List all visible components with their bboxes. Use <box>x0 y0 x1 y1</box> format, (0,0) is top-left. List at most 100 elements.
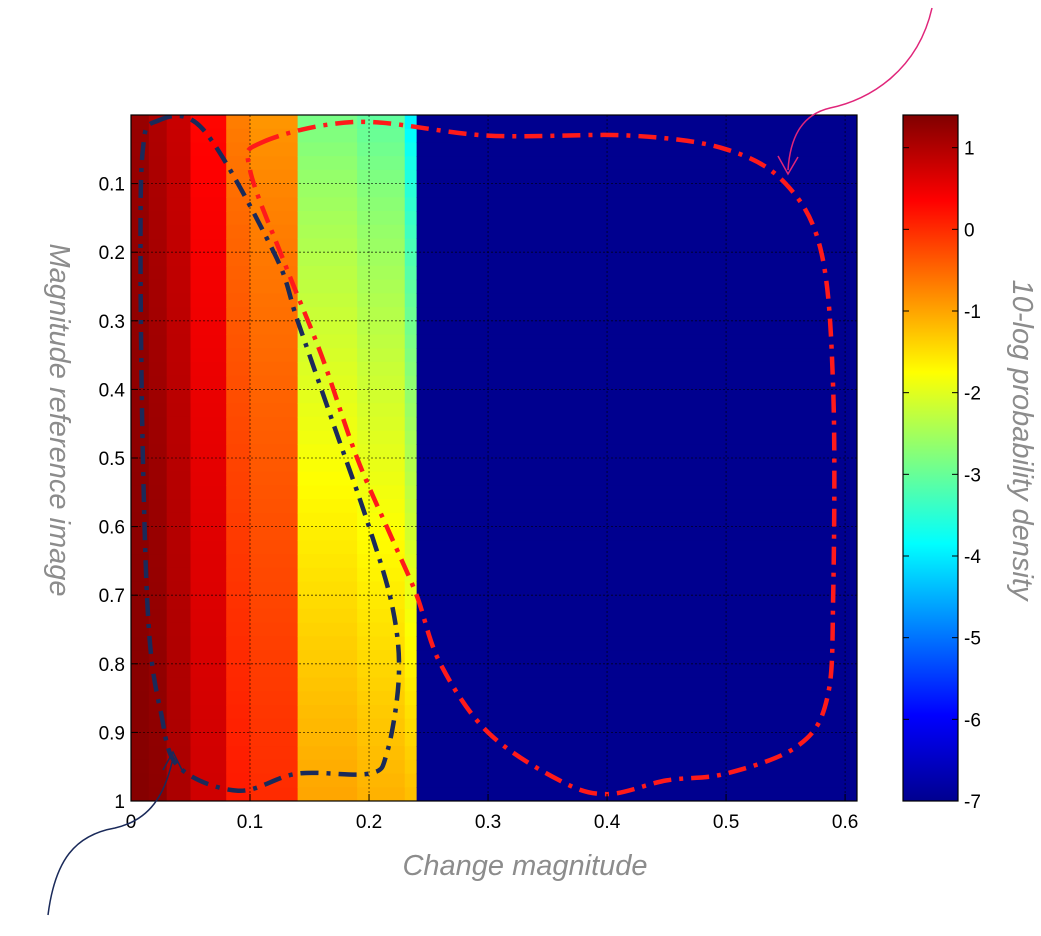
heatmap-cell <box>166 128 192 144</box>
heatmap-cell <box>190 759 227 775</box>
heatmap-cell <box>226 389 251 404</box>
heatmap-cell <box>250 265 299 281</box>
heatmap-cell <box>148 526 168 541</box>
heatmap-cell <box>357 691 406 706</box>
heatmap-cell <box>190 650 227 665</box>
x-tick-label: 0.4 <box>594 812 621 833</box>
heatmap-cell <box>166 115 192 130</box>
heatmap-cell <box>357 224 406 240</box>
heatmap-cell <box>404 622 418 637</box>
heatmap-cell <box>416 416 857 432</box>
heatmap-cell <box>404 773 418 788</box>
heatmap-cell <box>297 636 358 651</box>
heatmap-cell <box>166 348 192 363</box>
heatmap-cell <box>250 663 299 679</box>
heatmap-cell <box>404 444 418 459</box>
heatmap-cell <box>226 348 251 363</box>
heatmap-cell <box>190 334 227 349</box>
heatmap-cell <box>166 416 192 432</box>
heatmap-cell <box>131 430 150 445</box>
heatmap-cell <box>404 156 418 171</box>
y-tick-label: 0.7 <box>99 586 125 607</box>
heatmap-cell <box>131 787 150 801</box>
heatmap-cell <box>131 444 150 459</box>
heatmap-cell <box>404 691 418 706</box>
heatmap-cell <box>190 128 227 144</box>
heatmap-cell <box>148 279 168 294</box>
y-axis-label: Magnitude reference image <box>43 243 75 596</box>
heatmap-cell <box>226 252 251 267</box>
heatmap-cell <box>226 512 251 528</box>
heatmap-cell <box>131 361 150 377</box>
colorbar-tick-label: -6 <box>964 710 981 731</box>
heatmap-cell <box>416 677 857 692</box>
heatmap-cell <box>404 307 418 322</box>
heatmap-cell <box>190 224 227 240</box>
heatmap-cell <box>297 595 358 610</box>
heatmap-cell <box>250 320 299 336</box>
heatmap-cell <box>190 416 227 432</box>
heatmap-cell <box>226 211 251 226</box>
heatmap-cell <box>148 403 168 418</box>
heatmap-cell <box>148 554 168 569</box>
heatmap-cell <box>297 348 358 363</box>
heatmap-cell <box>226 142 251 157</box>
y-tick-label: 0.1 <box>99 175 125 196</box>
heatmap-cell <box>404 293 418 308</box>
heatmap-cell <box>166 526 192 541</box>
x-tick-label: 0.3 <box>475 812 501 833</box>
heatmap-cell <box>148 732 168 747</box>
annotation-regions <box>138 115 837 797</box>
heatmap-cell <box>226 663 251 679</box>
heatmap-cell <box>166 540 192 555</box>
heatmap-cell <box>166 403 192 418</box>
heatmap-cell <box>226 444 251 459</box>
heatmap-cell <box>190 663 227 679</box>
heatmap-cell <box>148 704 168 720</box>
heatmap-cell <box>297 677 358 692</box>
heatmap-cell <box>226 334 251 349</box>
heatmap-cell <box>190 554 227 569</box>
arrow-to-high-density-head <box>162 750 183 771</box>
heatmap-cell <box>404 265 418 281</box>
heatmap-cell <box>166 458 192 473</box>
heatmap-cell <box>190 183 227 198</box>
heatmap-cell <box>131 471 150 487</box>
heatmap-cell <box>250 142 299 157</box>
heatmap-cell <box>416 142 857 157</box>
heatmap-cell <box>297 622 358 637</box>
heatmap-cell <box>226 156 251 171</box>
heatmap-cell <box>416 320 857 336</box>
heatmap-cell <box>357 375 406 390</box>
heatmap-cell <box>357 211 406 226</box>
heatmap-cell <box>250 512 299 528</box>
heatmap-cell <box>131 746 150 761</box>
heatmap-cell <box>416 554 857 569</box>
heatmap-cell <box>226 636 251 651</box>
heatmap-cell <box>190 444 227 459</box>
heatmap-cell <box>250 348 299 363</box>
heatmap-cell <box>357 787 406 801</box>
heatmap-cell <box>190 622 227 637</box>
heatmap-cell <box>357 252 406 267</box>
heatmap-cell <box>357 183 406 198</box>
heatmap-cell <box>404 471 418 487</box>
heatmap-cell <box>226 650 251 665</box>
heatmap-cell <box>357 622 406 637</box>
heatmap-cell <box>250 403 299 418</box>
heatmap-cell <box>148 156 168 171</box>
heatmap-cell <box>190 403 227 418</box>
heatmap-cell <box>148 334 168 349</box>
heatmap-cell <box>404 361 418 377</box>
colorbar <box>902 114 959 802</box>
heatmap-cell <box>416 759 857 775</box>
heatmap-cell <box>148 499 168 514</box>
heatmap-cell <box>148 773 168 788</box>
heatmap-cell <box>148 512 168 528</box>
heatmap-cell <box>226 718 251 733</box>
heatmap-cell <box>357 746 406 761</box>
heatmap-cell <box>131 156 150 171</box>
heatmap-cell <box>131 650 150 665</box>
heatmap-cell <box>131 169 150 185</box>
heatmap-cell <box>404 416 418 432</box>
